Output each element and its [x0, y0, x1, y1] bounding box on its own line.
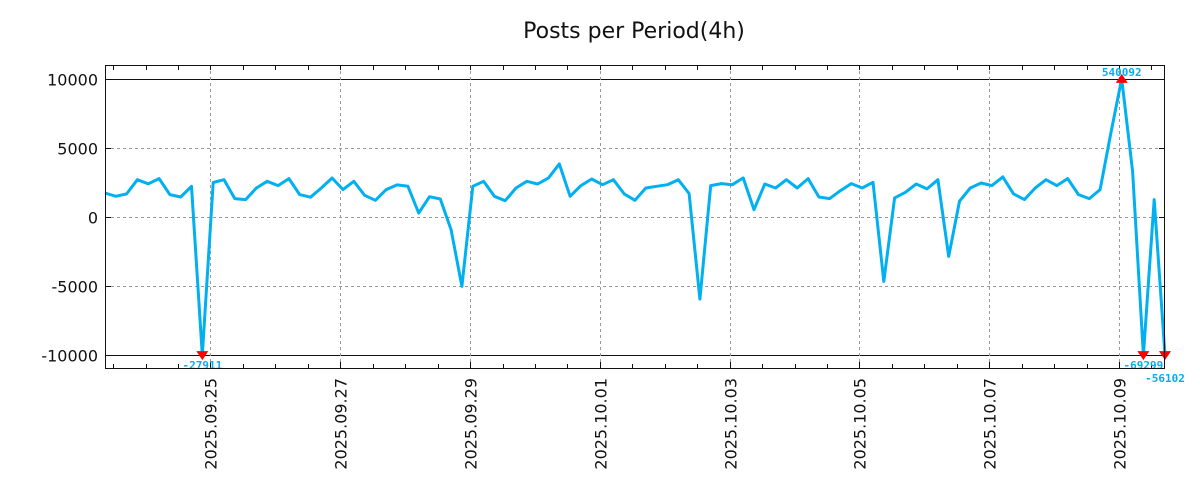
annotations: -27911 540092 -69299-56102 — [182, 66, 1184, 385]
x-axis: 2025.09.25 2025.09.27 2025.09.29 2025.10.01… — [113, 65, 1152, 470]
y-tick-label: 10000 — [47, 71, 98, 90]
plot-frame — [105, 65, 1165, 369]
series-posts — [104, 77, 1167, 357]
clip-marker-down — [1137, 351, 1150, 361]
y-tick-label: -5000 — [52, 278, 99, 297]
clip-value-label: -69299 — [1123, 359, 1163, 372]
x-tick-label: 2025.09.29 — [462, 378, 481, 470]
clip-marker-down — [196, 351, 209, 361]
x-tick-label: 2025.09.25 — [202, 378, 221, 470]
chart-title: Posts per Period(4h) — [523, 19, 745, 44]
clip-value-label: 540092 — [1102, 66, 1142, 79]
x-tick-label: 2025.10.09 — [1111, 378, 1130, 470]
y-tick-label: 5000 — [57, 140, 98, 159]
x-tick-label: 2025.10.07 — [981, 378, 1000, 470]
clip-value-label: -27911 — [182, 359, 222, 372]
x-tick-label: 2025.10.05 — [851, 378, 870, 470]
x-tick-label: 2025.10.01 — [592, 378, 611, 470]
y-tick-label: -10000 — [41, 347, 98, 366]
y-tick-label: 0 — [88, 209, 98, 228]
clip-marker-up — [1115, 73, 1128, 83]
grid — [105, 65, 1165, 369]
clip-value-label: -56102 — [1145, 372, 1185, 385]
x-tick-label: 2025.09.27 — [332, 378, 351, 470]
x-tick-label: 2025.10.03 — [722, 378, 741, 470]
